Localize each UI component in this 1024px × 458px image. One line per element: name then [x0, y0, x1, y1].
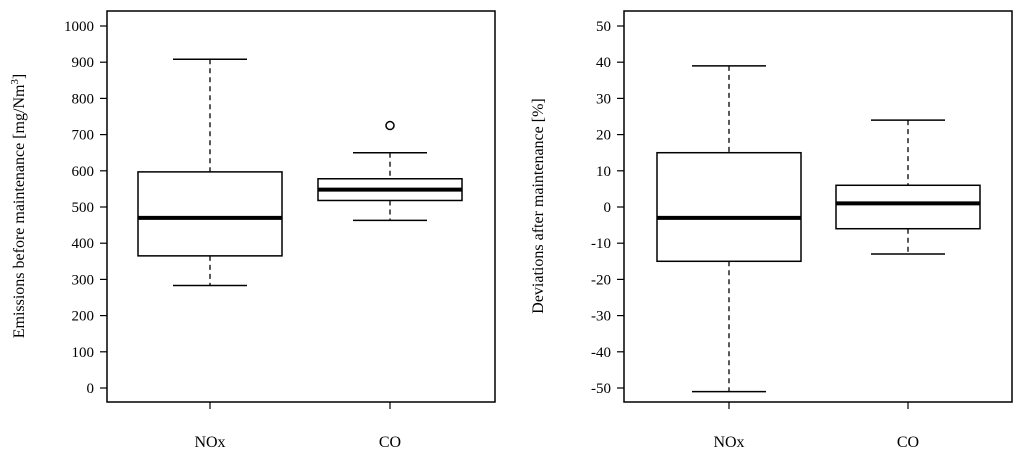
box-nox: NOx	[656, 65, 802, 451]
y-tick-label: 600	[72, 164, 95, 180]
y-tick-label: -40	[591, 345, 611, 361]
y-tick-label: 1000	[64, 19, 94, 35]
y-tick-label: 100	[72, 345, 95, 361]
y-tick-label: 10	[596, 164, 611, 180]
iqr-box	[656, 151, 802, 263]
box-nox: NOx	[137, 58, 283, 451]
x-category-label: NOx	[194, 434, 225, 451]
y-axis-title: Emissions before maintenance [mg/Nm3]	[9, 74, 28, 339]
y-axis: -50 -40 -30 -20 -10 0 10 20 30 40 50	[591, 19, 624, 397]
y-tick-label: -50	[591, 381, 611, 397]
y-tick-label: 40	[596, 55, 611, 71]
y-tick-label: 0	[87, 381, 95, 397]
x-category-label: NOx	[713, 434, 744, 451]
y-tick-label: 50	[596, 19, 611, 35]
y-tick-label: -30	[591, 309, 611, 325]
box-co: CO	[317, 120, 463, 451]
iqr-box	[137, 171, 283, 257]
y-tick-label: 300	[72, 272, 95, 288]
y-tick-label: 800	[72, 91, 95, 107]
outlier-point	[385, 120, 395, 131]
y-tick-label: 400	[72, 236, 95, 252]
y-axis: 0 100 200 300 400 500 600 700 800 900 1000	[64, 19, 107, 397]
x-category-label: CO	[897, 434, 919, 451]
y-tick-label: 0	[604, 200, 612, 216]
chart-panel-1: 0 100 200 300 400 500 600 700 800 900 1000 Emission…	[9, 10, 496, 451]
y-tick-label: 900	[72, 55, 95, 71]
y-tick-label: 200	[72, 309, 95, 325]
box-co: CO	[835, 119, 981, 451]
x-category-label: CO	[379, 434, 401, 451]
y-tick-label: 500	[72, 200, 95, 216]
y-tick-label: 700	[72, 128, 95, 144]
iqr-box	[835, 184, 981, 230]
chart-panel-2: -50 -40 -30 -20 -10 0 10 20 30 40 50 Deviations aft…	[530, 10, 1013, 451]
y-tick-label: 30	[596, 91, 611, 107]
y-tick-label: 20	[596, 128, 611, 144]
y-tick-label: -10	[591, 236, 611, 252]
y-axis-title: Deviations after maintenance [%]	[530, 98, 547, 313]
y-tick-label: -20	[591, 272, 611, 288]
